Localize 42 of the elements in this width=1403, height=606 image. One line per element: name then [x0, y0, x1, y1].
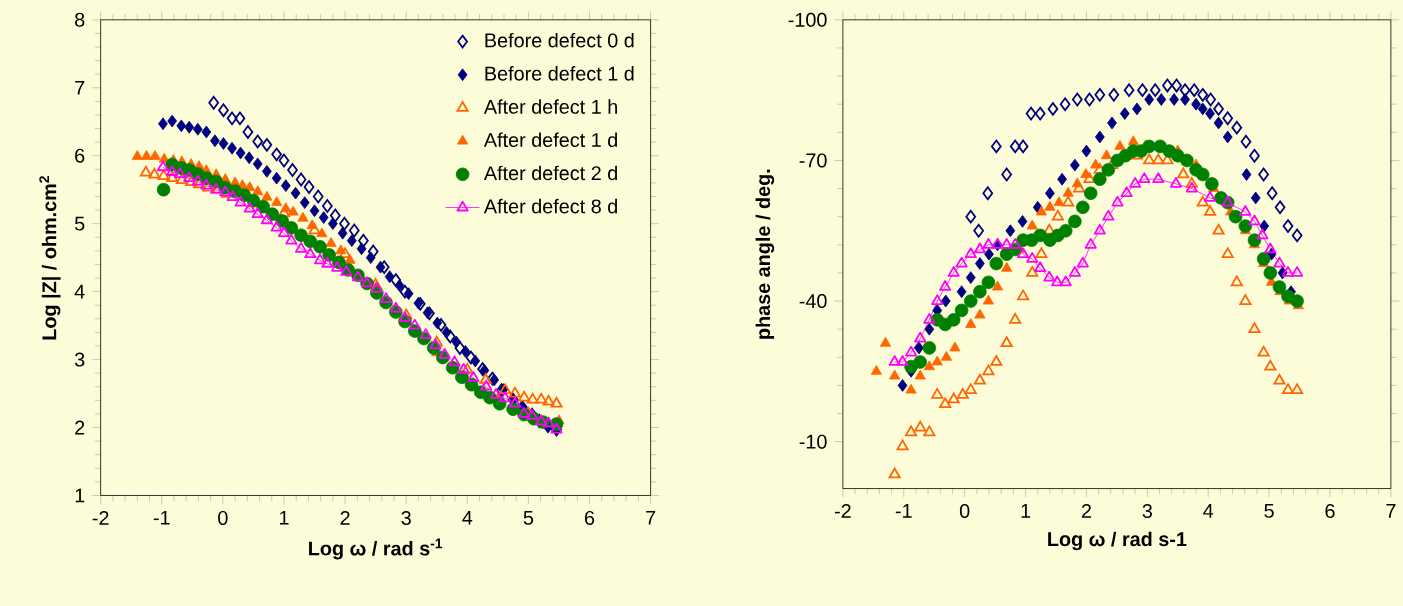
y-axis-title: phase angle / deg.	[755, 169, 775, 339]
y-tick-label: 8	[75, 12, 85, 27]
x-tick-label: 3	[401, 510, 411, 525]
legend-label: After defect 8 d	[483, 198, 617, 214]
x-tick-label: 0	[218, 510, 228, 525]
x-tick-label: 5	[523, 510, 534, 525]
x-tick-label: 0	[959, 503, 970, 518]
x-tick-label: 7	[1386, 503, 1396, 518]
y-tick-label: 2	[75, 420, 85, 435]
x-tick-label: 7	[646, 510, 656, 525]
x-tick-label: -1	[895, 503, 912, 518]
legend-label: Before defect 1 d	[485, 65, 634, 81]
y-axis-title: Log |Z| / ohm.cm$^{2}$	[39, 175, 61, 340]
x-tick-label: 6	[584, 510, 595, 525]
y-tick-label: -100	[788, 12, 827, 27]
x-tick-label: 1	[1021, 503, 1031, 518]
y-tick-label: 4	[74, 284, 85, 299]
y-tick-label: -10	[799, 434, 827, 449]
x-tick-label: -1	[153, 510, 170, 525]
y-tick-label: -70	[799, 153, 827, 168]
y-tick-label: 6	[75, 148, 85, 163]
y-tick-label: 3	[74, 352, 85, 367]
y-tick-label: 7	[75, 80, 85, 95]
legend-label: Before defect 0 d	[485, 32, 634, 48]
y-tick-label: 5	[74, 216, 85, 231]
legend-label: After defect 1 d	[483, 132, 617, 147]
legend-label: After defect 2 d	[483, 165, 617, 180]
x-tick-label: 2	[1081, 503, 1091, 518]
x-tick-label: -2	[92, 510, 109, 525]
x-tick-label: 4	[462, 510, 473, 525]
x-tick-label: -2	[834, 503, 851, 518]
y-tick-label: -40	[799, 293, 827, 308]
legend-label: After defect 1 h	[483, 99, 617, 114]
x-tick-label: 5	[1264, 503, 1274, 518]
y-tick-label: 1	[75, 488, 85, 503]
x-tick-label: 6	[1325, 503, 1335, 518]
x-tick-label: 4	[1203, 503, 1214, 518]
x-axis-title: Log ω / rad s$^{-1}$	[309, 538, 443, 560]
x-tick-label: 2	[340, 510, 350, 525]
x-tick-label: 3	[1142, 503, 1152, 518]
x-axis-title: Log ω / rad s-1	[1048, 531, 1187, 550]
x-tick-label: 1	[279, 510, 289, 525]
